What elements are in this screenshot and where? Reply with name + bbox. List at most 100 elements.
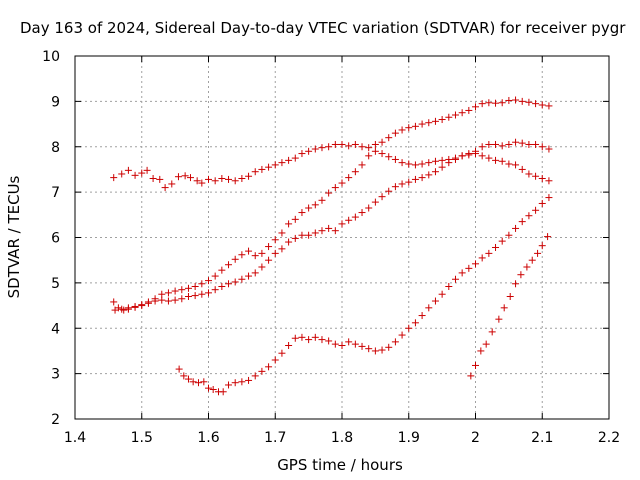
data-point-arc-A <box>545 102 553 110</box>
data-point-arc-D <box>271 356 279 364</box>
data-point-arc-A <box>110 174 118 182</box>
data-point-arc-D <box>545 194 553 202</box>
data-point-arc-A <box>425 119 433 127</box>
data-point-arc-D <box>251 372 259 380</box>
data-point-arc-C <box>498 142 506 150</box>
data-point-arc-A <box>492 99 500 107</box>
data-point-arc-A <box>525 98 533 106</box>
x-axis-label: GPS time / hours <box>277 456 403 474</box>
data-point-arc-A <box>325 143 333 151</box>
data-point-arc-C <box>318 227 326 235</box>
data-point-arc-D <box>184 375 192 383</box>
data-point-arc-B <box>431 157 439 165</box>
data-point-arc-D <box>219 388 227 396</box>
data-point-arc-A <box>168 180 176 188</box>
data-point-arc-A <box>331 140 339 148</box>
data-point-arc-D <box>405 324 413 332</box>
y-tick-label: 2 <box>51 412 60 428</box>
data-point-arc-A <box>418 120 426 128</box>
data-point-arc-C <box>425 171 433 179</box>
data-point-arc-D <box>311 333 319 341</box>
data-point-arc-B <box>258 249 266 257</box>
data-point-arc-A <box>193 177 201 185</box>
data-point-arc-B <box>411 161 419 169</box>
data-point-arc-D <box>371 347 379 355</box>
data-point-arc-A <box>198 179 206 187</box>
data-point-arc-B <box>265 243 273 251</box>
data-point-arc-A <box>186 174 194 182</box>
data-point-arc-C <box>525 140 533 148</box>
data-point-arc-C <box>225 280 233 288</box>
data-point-arc-D <box>391 338 399 346</box>
data-point-arc-B <box>538 175 546 183</box>
data-point-arc-B <box>291 215 299 223</box>
data-point-arc-B <box>545 177 553 185</box>
data-point-arc-A <box>358 143 366 151</box>
data-point-arc-B <box>245 247 253 255</box>
data-point-arc-B <box>525 170 533 178</box>
data-point-arc-B <box>184 284 192 292</box>
data-point-arc-A <box>311 145 319 153</box>
data-point-arc-D <box>365 345 373 353</box>
data-point-arc-D <box>200 378 208 386</box>
data-point-arc-C <box>184 292 192 300</box>
data-point-arc-C <box>391 183 399 191</box>
data-point-arc-A <box>305 147 313 155</box>
data-point-arc-D <box>205 384 212 392</box>
data-point-arc-A <box>451 111 459 119</box>
data-point-arc-B <box>305 204 313 212</box>
data-point-arc-D <box>525 212 533 220</box>
data-point-arc-C <box>378 193 386 201</box>
data-point-arc-A <box>205 175 212 183</box>
data-point-arc-A <box>318 144 326 152</box>
data-point-arc-E <box>534 249 542 257</box>
data-point-arc-C <box>311 229 319 237</box>
data-point-arc-B <box>318 196 326 204</box>
data-point-arc-C <box>131 302 139 310</box>
data-point-arc-B <box>351 168 359 176</box>
data-point-arc-C <box>211 286 219 294</box>
data-point-arc-A <box>124 166 132 174</box>
data-point-arc-D <box>445 283 453 291</box>
data-point-arc-B <box>532 172 540 180</box>
data-point-arc-A <box>298 150 306 158</box>
data-point-arc-B <box>331 184 339 192</box>
x-tick-label: 2.2 <box>598 430 620 446</box>
data-point-arc-B <box>405 160 413 168</box>
data-point-arc-C <box>365 204 373 212</box>
data-point-arc-B <box>398 159 406 167</box>
data-point-arc-C <box>191 292 199 300</box>
data-point-arc-E <box>500 304 508 312</box>
data-point-arc-D <box>478 254 486 262</box>
data-point-arc-A <box>351 140 359 148</box>
data-point-arc-D <box>465 264 473 272</box>
data-point-arc-C <box>431 168 439 176</box>
data-point-arc-E <box>495 315 503 323</box>
data-point-arc-E <box>488 328 496 336</box>
data-point-arc-A <box>385 134 393 142</box>
data-point-arc-B <box>438 156 446 164</box>
data-point-arc-A <box>278 159 286 167</box>
data-point-arc-A <box>518 97 526 105</box>
data-point-arc-D <box>180 372 188 380</box>
data-point-arc-A <box>478 100 486 108</box>
data-point-arc-E <box>528 256 536 264</box>
axis-ticks <box>74 55 610 420</box>
data-point-arc-A <box>485 99 493 107</box>
data-point-arc-C <box>325 224 333 232</box>
data-point-arc-C <box>151 297 159 305</box>
data-point-arc-C <box>271 249 279 257</box>
data-point-arc-C <box>231 278 239 286</box>
data-point-arc-C <box>485 140 493 148</box>
data-point-arc-D <box>351 340 359 348</box>
data-point-arc-A <box>271 161 279 169</box>
data-point-arc-D <box>438 290 446 298</box>
data-point-arc-D <box>485 249 493 257</box>
x-tick-label: 1.9 <box>398 430 420 446</box>
data-point-arc-D <box>378 346 386 354</box>
data-point-arc-E <box>477 347 485 355</box>
data-point-arc-D <box>472 260 479 268</box>
data-point-arc-A <box>131 171 139 179</box>
data-point-arc-C <box>144 299 152 307</box>
data-point-arc-C <box>331 227 339 235</box>
